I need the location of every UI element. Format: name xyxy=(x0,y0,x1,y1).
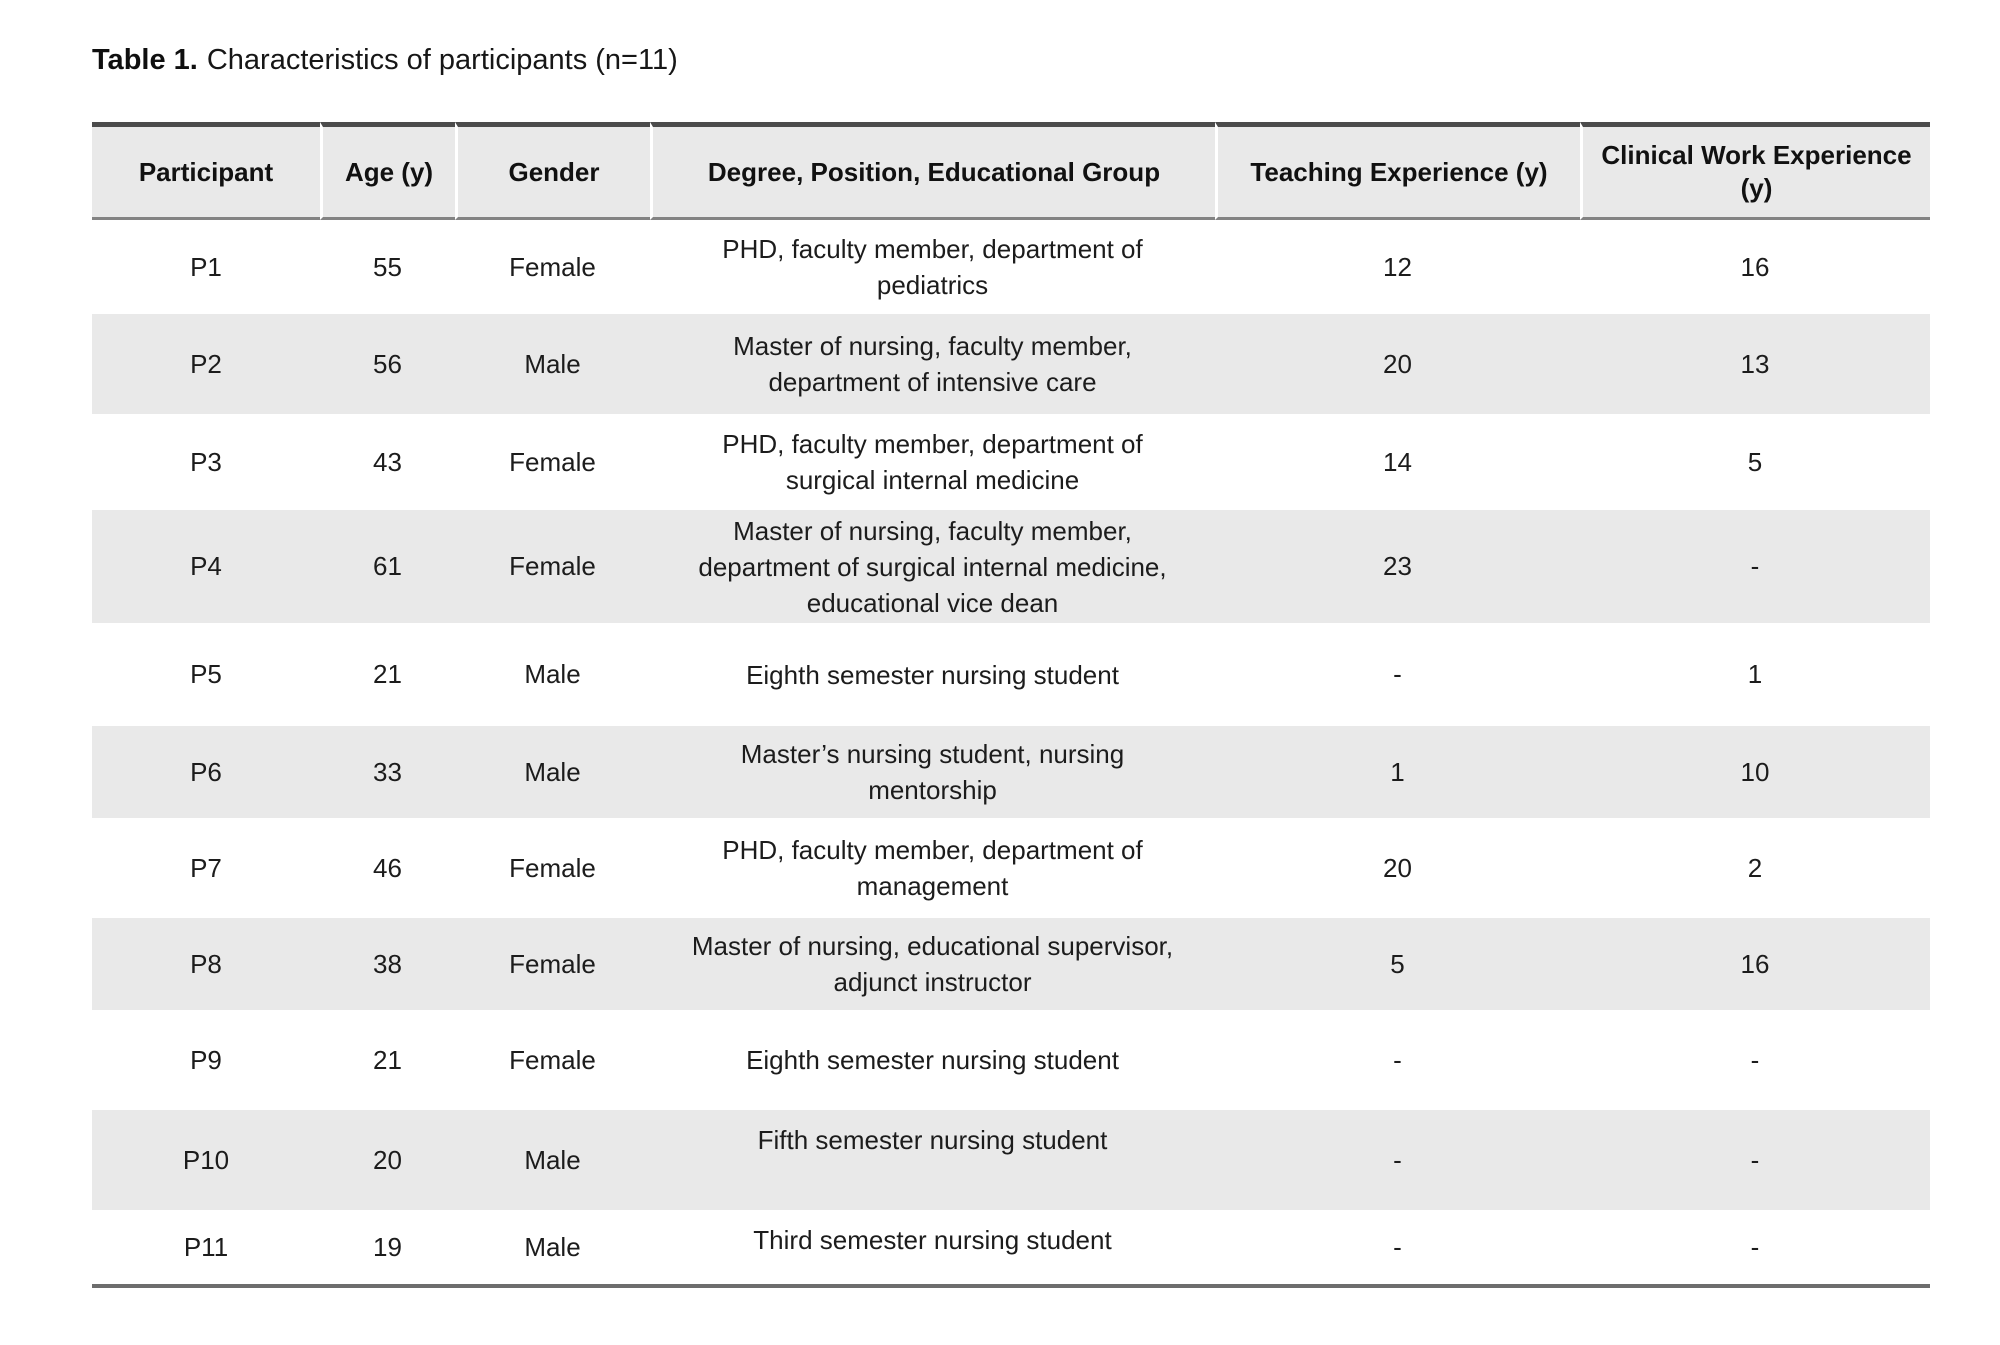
cell-gender: Female xyxy=(509,852,596,883)
cell-clinical: - xyxy=(1580,1110,1930,1210)
cell-clinical: 1 xyxy=(1747,659,1763,689)
cell-participant: P6 xyxy=(92,726,320,818)
cell-clinical: 16 xyxy=(1740,251,1770,282)
cell-gender: Female xyxy=(509,446,596,477)
cell-age: 56 xyxy=(320,314,455,414)
cell-clinical: 13 xyxy=(1580,314,1930,414)
column-header-participant: Participant xyxy=(92,122,320,220)
table-row: P10 20 Male Fifth semester nursing student -… xyxy=(92,1110,1930,1210)
table-row: P2 56 Male Master of nursing, faculty membe… xyxy=(92,314,1930,414)
table-body: P1 55 Female PHD, faculty member, departmen… xyxy=(92,220,1930,1288)
cell-teaching: 1 xyxy=(1215,726,1580,818)
table-title-text: Characteristics of participants (n=11) xyxy=(206,44,678,76)
cell-degree: Eighth semester nursing student xyxy=(746,659,1119,690)
cell-participant: P3 xyxy=(190,446,222,477)
cell-participant: P10 xyxy=(92,1110,320,1210)
cell-clinical: - xyxy=(1580,510,1930,623)
cell-age: 55 xyxy=(373,251,402,282)
cell-degree: Master of nursing, faculty member, depar… xyxy=(650,314,1215,414)
cell-degree: PHD, faculty member, department of surgi… xyxy=(722,429,1143,495)
column-header-gender: Gender xyxy=(455,122,650,220)
table-row: P8 38 Female Master of nursing, educational… xyxy=(92,918,1930,1010)
cell-gender: Female xyxy=(509,251,596,282)
table-title-number: Table 1. xyxy=(92,44,198,76)
column-header-clinical: Clinical Work Experience (y) xyxy=(1580,122,1930,220)
cell-age: 61 xyxy=(320,510,455,623)
cell-degree: Eighth semester nursing student xyxy=(746,1045,1119,1075)
table-row: P5 21 Male Eighth semester nursing student -… xyxy=(92,623,1930,726)
table-row: P9 21 Female Eighth semester nursing studen… xyxy=(92,1010,1930,1110)
cell-teaching: 23 xyxy=(1215,510,1580,623)
cell-participant: P7 xyxy=(190,852,222,883)
cell-gender: Male xyxy=(455,726,650,818)
cell-degree: PHD, faculty member, department of manag… xyxy=(722,835,1143,901)
table-row: P11 19 Male Third semester nursing student -… xyxy=(92,1210,1930,1288)
table-row: P4 61 Female Master of nursing, faculty mem… xyxy=(92,510,1930,623)
column-header-age: Age (y) xyxy=(320,122,455,220)
table-row: P1 55 Female PHD, faculty member, departmen… xyxy=(92,220,1930,314)
cell-gender: Male xyxy=(455,1110,650,1210)
cell-degree: Fifth semester nursing student xyxy=(650,1110,1215,1210)
cell-participant: P11 xyxy=(92,1210,320,1288)
cell-age: 21 xyxy=(373,1044,402,1075)
cell-teaching: 20 xyxy=(1215,314,1580,414)
cell-clinical: 16 xyxy=(1580,918,1930,1010)
cell-degree: Master of nursing, educational superviso… xyxy=(650,918,1215,1010)
cell-participant: P2 xyxy=(92,314,320,414)
cell-teaching: 5 xyxy=(1215,918,1580,1010)
cell-gender: Male xyxy=(455,1210,650,1288)
cell-teaching: 14 xyxy=(1383,446,1412,477)
cell-clinical: - xyxy=(1580,1210,1930,1288)
table-row: P3 43 Female PHD, faculty member, departmen… xyxy=(92,414,1930,510)
cell-gender: Female xyxy=(455,510,650,623)
cell-participant: P4 xyxy=(92,510,320,623)
cell-age: 19 xyxy=(320,1210,455,1288)
cell-clinical: 2 xyxy=(1747,852,1763,883)
cell-degree: Third semester nursing student xyxy=(650,1210,1215,1288)
cell-participant: P9 xyxy=(190,1044,222,1075)
cell-age: 38 xyxy=(320,918,455,1010)
cell-clinical: - xyxy=(1750,1044,1760,1075)
cell-clinical: 5 xyxy=(1747,446,1763,477)
cell-degree: Master of nursing, faculty member, depar… xyxy=(650,510,1215,623)
cell-teaching: 12 xyxy=(1383,251,1412,282)
cell-clinical: 10 xyxy=(1580,726,1930,818)
cell-teaching: - xyxy=(1215,1210,1580,1288)
cell-gender: Female xyxy=(455,918,650,1010)
cell-participant: P1 xyxy=(190,251,222,282)
cell-gender: Male xyxy=(524,659,581,689)
table-title: Table 1. Characteristics of participants … xyxy=(92,44,678,77)
cell-teaching: 20 xyxy=(1383,852,1412,883)
cell-teaching: - xyxy=(1215,1110,1580,1210)
cell-age: 20 xyxy=(320,1110,455,1210)
cell-degree: Master’s nursing student, nursing mentor… xyxy=(650,726,1215,818)
cell-age: 46 xyxy=(373,852,402,883)
participants-table: Participant Age (y) Gender Degree, Position… xyxy=(92,122,1930,1288)
cell-gender: Female xyxy=(509,1044,596,1075)
cell-gender: Male xyxy=(455,314,650,414)
cell-age: 33 xyxy=(320,726,455,818)
cell-teaching: - xyxy=(1393,659,1402,689)
cell-age: 43 xyxy=(373,446,402,477)
cell-age: 21 xyxy=(373,659,402,689)
table-row: P7 46 Female PHD, faculty member, departmen… xyxy=(92,818,1930,918)
header-row: Participant Age (y) Gender Degree, Position… xyxy=(92,122,1930,220)
column-header-degree: Degree, Position, Educational Group xyxy=(650,122,1215,220)
cell-participant: P5 xyxy=(190,659,222,689)
cell-teaching: - xyxy=(1393,1044,1402,1075)
cell-degree: PHD, faculty member, department of pedia… xyxy=(722,234,1143,300)
column-header-teaching: Teaching Experience (y) xyxy=(1215,122,1580,220)
table-row: P6 33 Male Master’s nursing student, nursin… xyxy=(92,726,1930,818)
cell-participant: P8 xyxy=(92,918,320,1010)
